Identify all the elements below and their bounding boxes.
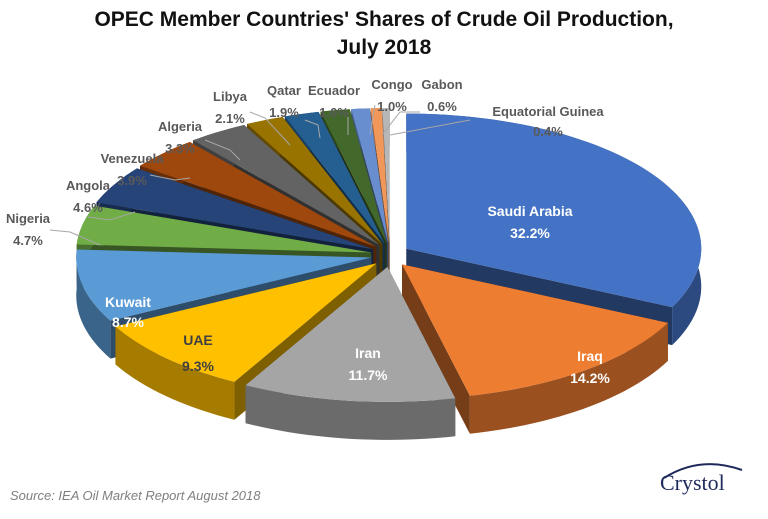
slice-outer-wall bbox=[115, 326, 235, 420]
slice-top bbox=[351, 108, 389, 244]
chart-title-line-1: OPEC Member Countries' Shares of Crude O… bbox=[94, 8, 674, 31]
leader-line-libya bbox=[249, 111, 291, 146]
slice-outer-wall bbox=[76, 249, 111, 359]
leader-line-algeria bbox=[204, 139, 241, 161]
slice-top bbox=[382, 108, 390, 244]
leader-line-congo bbox=[369, 104, 376, 136]
slice-iran bbox=[245, 266, 456, 440]
label-qatar: Qatar 1.9% bbox=[267, 83, 301, 120]
slice-top bbox=[284, 111, 385, 244]
slice-top bbox=[406, 113, 702, 308]
slice-top bbox=[320, 109, 387, 244]
slice-top bbox=[402, 264, 668, 396]
label-venezuela: Venezuela 3.9% bbox=[100, 151, 164, 188]
crystol-logo: Crystol bbox=[660, 470, 725, 495]
leader-line-eqguinea bbox=[389, 119, 471, 136]
slice-top bbox=[76, 249, 372, 321]
slice-top bbox=[245, 266, 456, 402]
leader-line-nigeria bbox=[49, 229, 101, 246]
leader-line-qatar bbox=[304, 119, 321, 139]
slice-top bbox=[193, 125, 380, 245]
slice-top bbox=[370, 108, 390, 244]
slice-top bbox=[140, 142, 377, 247]
slice-top bbox=[247, 116, 383, 244]
label-ecuador: Ecuador 1.6% bbox=[307, 83, 361, 120]
label-congo: Congo 1.0% bbox=[371, 77, 413, 114]
leader-lines bbox=[49, 104, 471, 246]
slice-iraq bbox=[402, 264, 668, 434]
leader-line-venezuela bbox=[149, 174, 191, 181]
leader-line-gabon bbox=[381, 111, 420, 136]
leader-line-angola bbox=[87, 211, 136, 221]
slice-top bbox=[115, 263, 377, 382]
label-angola: Angola 4.6% bbox=[65, 178, 111, 215]
slice-outer-wall bbox=[245, 385, 456, 440]
label-libya: Libya 2.1% bbox=[213, 89, 247, 126]
label-algeria: Algeria 3.3% bbox=[157, 119, 203, 156]
label-uae: UAE 9.3% bbox=[182, 332, 214, 374]
slice-outer-wall bbox=[469, 322, 668, 434]
slice-side-wall bbox=[402, 264, 470, 434]
label-nigeria: Nigeria 4.7% bbox=[5, 211, 51, 248]
source-note: Source: IEA Oil Market Report August 201… bbox=[10, 488, 261, 503]
slice-top bbox=[76, 205, 372, 253]
label-equatorial-guinea: Equatorial Guinea 0.4% bbox=[492, 104, 604, 139]
label-kuwait: Kuwait 8.7% bbox=[105, 294, 151, 330]
label-saudi-arabia: Saudi Arabia 32.2% bbox=[487, 203, 573, 241]
label-iraq: Iraq 14.2% bbox=[570, 348, 610, 386]
label-gabon: Gabon 0.6% bbox=[421, 77, 463, 114]
slice-top bbox=[96, 168, 374, 250]
label-iran: Iran 11.7% bbox=[348, 345, 388, 383]
chart-title-line-2: July 2018 bbox=[336, 36, 432, 59]
